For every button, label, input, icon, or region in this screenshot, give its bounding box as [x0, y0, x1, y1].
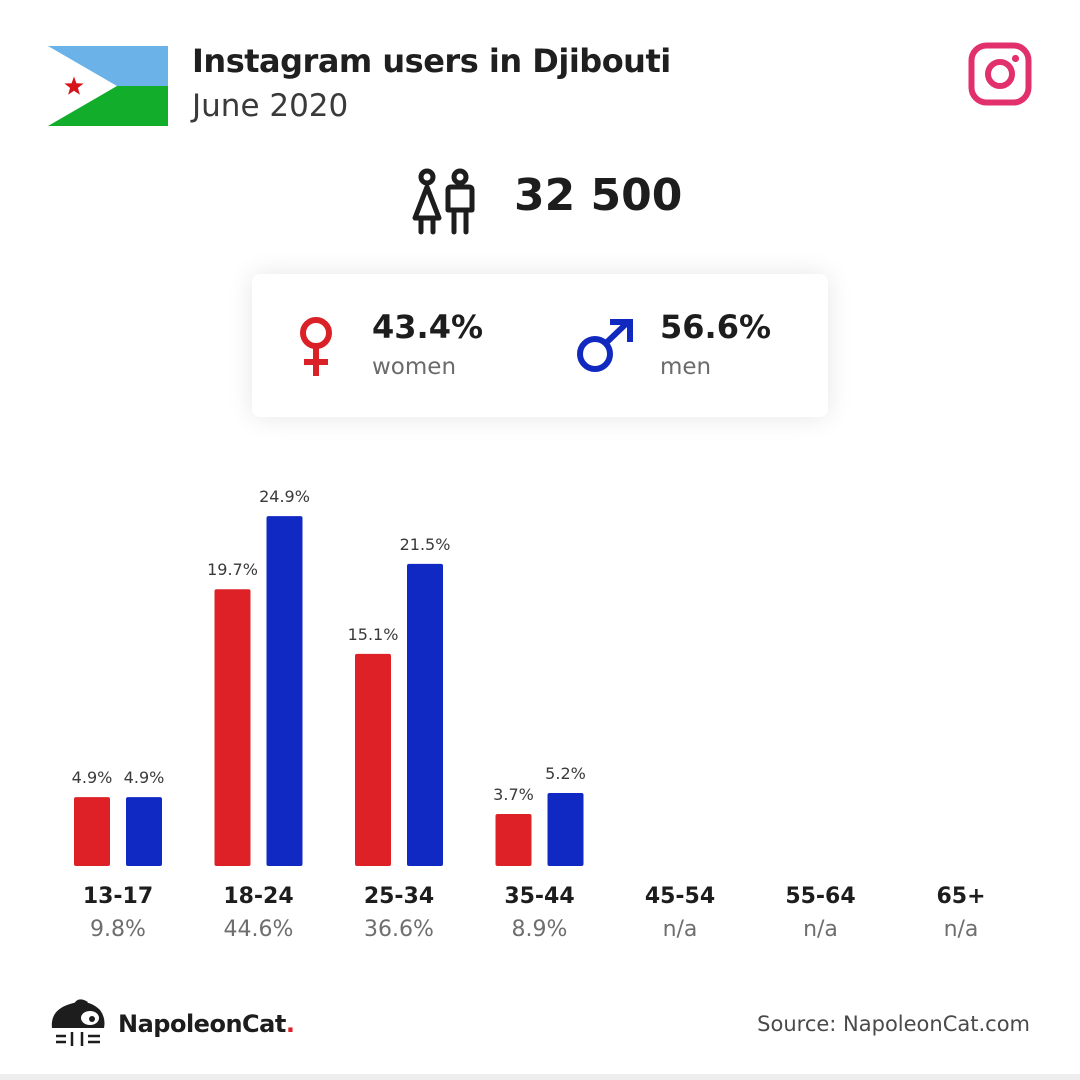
- data-label: 15.1%: [348, 625, 399, 644]
- category-share: 8.9%: [511, 917, 568, 942]
- instagram-icon: [968, 42, 1032, 106]
- napoleoncat-brand: NapoleonCat.: [118, 1010, 295, 1038]
- data-label: 24.9%: [259, 487, 310, 506]
- category-label: 55-64: [785, 884, 856, 909]
- people-icon: [412, 168, 475, 235]
- men-percent: 56.6%: [660, 308, 772, 346]
- total-users-value: 32 500: [514, 170, 683, 221]
- female-symbol-icon: [300, 317, 332, 376]
- bar-18-24-series-1: [214, 589, 251, 866]
- napoleoncat-logo-icon: [51, 999, 105, 1046]
- data-label: 19.7%: [207, 560, 258, 579]
- category-label: 35-44: [504, 884, 575, 909]
- bar-13-17-series-2: [126, 797, 162, 866]
- bar-13-17-series-1: [74, 797, 110, 866]
- bar-35-44-series-1: [495, 814, 532, 866]
- brand-dot: .: [285, 1010, 295, 1038]
- category-share: 36.6%: [364, 917, 434, 942]
- category-label: 45-54: [644, 884, 716, 909]
- bar-25-34-series-1: [355, 653, 391, 866]
- category-share: 9.8%: [90, 917, 146, 942]
- data-label: 21.5%: [400, 535, 451, 554]
- category-share: n/a: [943, 917, 979, 942]
- bar-25-34-series-2: [407, 563, 443, 866]
- data-label: 5.2%: [545, 764, 586, 783]
- bar-35-44-series-2: [547, 792, 584, 866]
- data-label: 4.9%: [72, 768, 113, 787]
- data-label: 4.9%: [124, 768, 165, 787]
- source-note: Source: NapoleonCat.com: [757, 1012, 1030, 1036]
- category-label: 25-34: [363, 884, 435, 909]
- data-label: 3.7%: [493, 785, 534, 804]
- category-share: n/a: [662, 917, 698, 942]
- page-subtitle: June 2020: [192, 88, 349, 124]
- male-symbol-icon: [577, 319, 633, 372]
- age-gender-bar-chart: 4.9% 4.9% 19.7% 24.9% 15.1% 21.5% 3.7% 5.2%: [72, 487, 586, 866]
- bottom-divider: [0, 1074, 1080, 1080]
- women-percent: 43.4%: [372, 308, 484, 346]
- page-title: Instagram users in Djibouti: [192, 42, 671, 80]
- category-share: 44.6%: [223, 917, 294, 942]
- category-label: 13-17: [82, 884, 154, 909]
- category-label: 65+: [936, 884, 986, 909]
- women-label: women: [372, 354, 457, 380]
- category-share: n/a: [803, 917, 838, 942]
- category-label: 18-24: [223, 884, 294, 909]
- brand-name: NapoleonCat: [118, 1010, 286, 1038]
- djibouti-flag-icon: [48, 46, 168, 126]
- bar-18-24-series-2: [266, 516, 303, 866]
- men-label: men: [660, 354, 712, 380]
- gender-split-card: 43.4% women 56.6% men: [252, 274, 828, 417]
